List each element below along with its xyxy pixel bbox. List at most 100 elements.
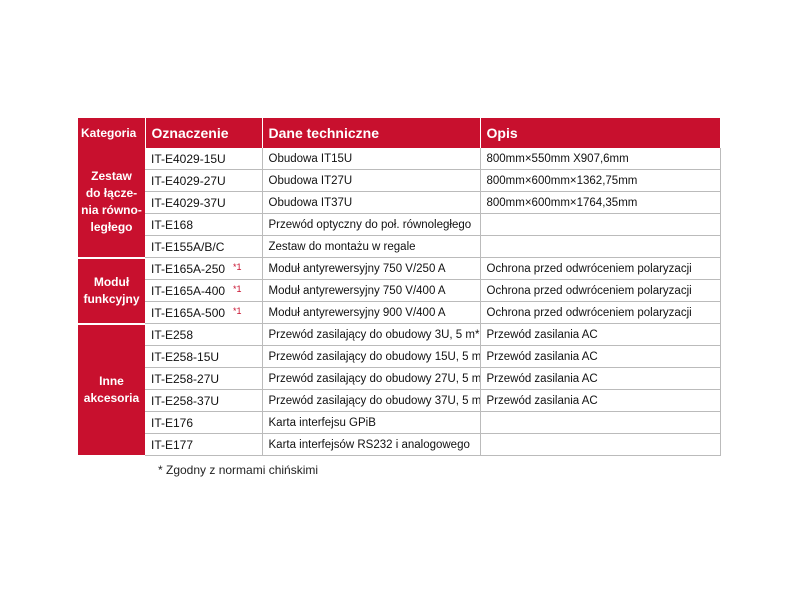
table-row: IT-E258-15U Przewód zasilający do obudowy…	[78, 345, 721, 368]
code-cell: IT-E168	[145, 213, 263, 236]
desc-cell	[480, 433, 721, 456]
code-cell: IT-E258-15U	[145, 345, 263, 368]
code: IT-E165A-250	[151, 261, 226, 276]
spec-cell: Przewód zasilający do obudowy 15U, 5 m*	[262, 345, 481, 368]
table-row: IT-E258-27U Przewód zasilający do obudowy…	[78, 367, 721, 390]
category-line: Moduł	[93, 274, 130, 289]
desc-cell: 800mm×600mm×1362,75mm	[480, 169, 721, 192]
code: IT-E155A/B/C	[151, 239, 225, 254]
code: IT-E258	[151, 327, 194, 342]
code-cell: IT-E155A/B/C	[145, 235, 263, 258]
category-line: akcesoria	[83, 390, 140, 405]
category-line: Zestaw	[91, 169, 132, 184]
table-row: Zestaw do łącze-nia równo-ległego IT-E4029…	[78, 148, 721, 259]
note-marker: *1	[233, 305, 242, 316]
category-line: Inne	[99, 373, 124, 388]
desc: Przewód zasilania AC	[486, 350, 598, 363]
desc: Przewód zasilania AC	[486, 328, 598, 341]
header-row: Kategoria Oznaczenie Dane techniczne Opis	[78, 118, 721, 148]
desc: Przewód zasilania AC	[486, 372, 598, 385]
table-row: IT-E155A/B/C Zestaw do montażu w regale	[78, 235, 721, 258]
note-marker: *1	[233, 283, 242, 294]
table-row: IT-E165A-400 *1 Moduł antyrewersyjny 750 V…	[78, 279, 721, 302]
category-line: funkcyjny	[83, 291, 140, 306]
category-line: ległego	[90, 220, 133, 235]
table-row: IT-E4029-27U Obudowa IT27U 800mm×600mm×136…	[78, 169, 721, 192]
desc: Przewód zasilania AC	[486, 394, 598, 407]
spec-cell: Przewód zasilający do obudowy 37U, 5 m*	[262, 389, 481, 412]
desc-cell: Przewód zasilania AC	[480, 367, 721, 390]
code: IT-E258-37U	[151, 393, 220, 408]
code: IT-E165A-500	[151, 305, 226, 320]
desc: 800mm×600mm×1362,75mm	[486, 174, 638, 187]
spec-cell: Przewód optyczny do poł. równoległego	[262, 213, 481, 236]
category-line: do łącze-	[85, 186, 138, 201]
code-cell: IT-E165A-250 *1	[145, 257, 263, 280]
code-cell: IT-E258-27U	[145, 367, 263, 390]
spec-cell: Przewód zasilający do obudowy 27U, 5 m*	[262, 367, 481, 390]
table-row: IT-E168 Przewód optyczny do poł. równoleg…	[78, 213, 721, 236]
code-cell: IT-E4029-37U	[145, 191, 263, 214]
spec-cell: Obudowa IT37U	[262, 191, 481, 214]
table-row: Inne akcesoria IT-E258 Przewód zasilający d…	[78, 323, 721, 457]
code: IT-E165A-400	[151, 283, 226, 298]
desc-cell: Przewód zasilania AC	[480, 345, 721, 368]
code-cell: IT-E177	[145, 433, 263, 456]
code: IT-E258-15U	[151, 349, 220, 364]
column-header: Oznaczenie	[145, 118, 263, 148]
column-header: Opis	[480, 118, 721, 148]
category-cell: Moduł funkcyjny	[78, 257, 145, 325]
code: IT-E177	[151, 437, 194, 452]
spec-cell: Moduł antyrewersyjny 900 V/400 A	[262, 301, 481, 324]
code: IT-E258-27U	[151, 371, 220, 386]
column-header: Dane techniczne	[262, 118, 481, 148]
code-cell: IT-E4029-15U	[145, 148, 263, 170]
desc-cell: Przewód zasilania AC	[480, 389, 721, 412]
spec-cell: Obudowa IT27U	[262, 169, 481, 192]
desc-cell: Ochrona przed odwróceniem polaryzacji	[480, 279, 721, 302]
code: IT-E4029-15U	[151, 151, 226, 166]
desc: Ochrona przed odwróceniem polaryzacji	[486, 306, 692, 319]
table-row: IT-E165A-500 *1 Moduł antyrewersyjny 900 V…	[78, 301, 721, 324]
code: IT-E4029-27U	[151, 173, 226, 188]
table-row: IT-E177 Karta interfejsów RS232 i analogo…	[78, 433, 721, 456]
table-row: IT-E4029-37U Obudowa IT37U 800mm×600mm×176…	[78, 191, 721, 214]
desc: 800mm×600mm×1764,35mm	[486, 196, 638, 209]
table-row: Moduł funkcyjny IT-E165A-250 *1 Moduł antyre…	[78, 257, 721, 325]
code: IT-E176	[151, 415, 194, 430]
desc-cell: Przewód zasilania AC	[480, 323, 721, 346]
desc-cell	[480, 411, 721, 434]
footnote: * Zgodny z normami chińskimi	[158, 463, 319, 477]
desc-cell: 800mm×550mm X907,6mm	[480, 148, 721, 170]
code: IT-E4029-37U	[151, 195, 226, 210]
table-body: Zestaw do łącze-nia równo-ległego IT-E4029…	[78, 148, 721, 457]
category-cell: Inne akcesoria	[78, 323, 145, 457]
column-header: Kategoria	[78, 118, 146, 148]
table-row: IT-E258-37U Przewód zasilający do obudowy…	[78, 389, 721, 412]
desc-cell: Ochrona przed odwróceniem polaryzacji	[480, 301, 721, 324]
code-cell: IT-E258	[145, 323, 263, 346]
spec-cell: Moduł antyrewersyjny 750 V/250 A	[262, 257, 481, 280]
spec-cell: Moduł antyrewersyjny 750 V/400 A	[262, 279, 481, 302]
category-cell: Zestaw do łącze-nia równo-ległego	[78, 148, 145, 259]
note-marker: *1	[233, 261, 242, 272]
desc-cell: Ochrona przed odwróceniem polaryzacji	[480, 257, 721, 280]
desc-cell: 800mm×600mm×1764,35mm	[480, 191, 721, 214]
category-line: nia równo-	[81, 203, 142, 218]
code-cell: IT-E165A-500 *1	[145, 301, 263, 324]
code-cell: IT-E176	[145, 411, 263, 434]
code-cell: IT-E165A-400 *1	[145, 279, 263, 302]
spec-cell: Karta interfejsu GPiB	[262, 411, 481, 434]
spec-cell: Karta interfejsów RS232 i analogowego	[262, 433, 481, 456]
spec-cell: Przewód zasilający do obudowy 3U, 5 m*	[262, 323, 481, 346]
spec-cell: Obudowa IT15U	[262, 148, 481, 170]
desc: 800mm×550mm X907,6mm	[486, 152, 629, 165]
desc: Ochrona przed odwróceniem polaryzacji	[486, 284, 692, 297]
product-table: Kategoria Oznaczenie Dane techniczne Opis Z…	[78, 118, 721, 457]
code-cell: IT-E258-37U	[145, 389, 263, 412]
spec-cell: Zestaw do montażu w regale	[262, 235, 481, 258]
code-cell: IT-E4029-27U	[145, 169, 263, 192]
desc-cell	[480, 235, 721, 258]
code: IT-E168	[151, 217, 194, 232]
